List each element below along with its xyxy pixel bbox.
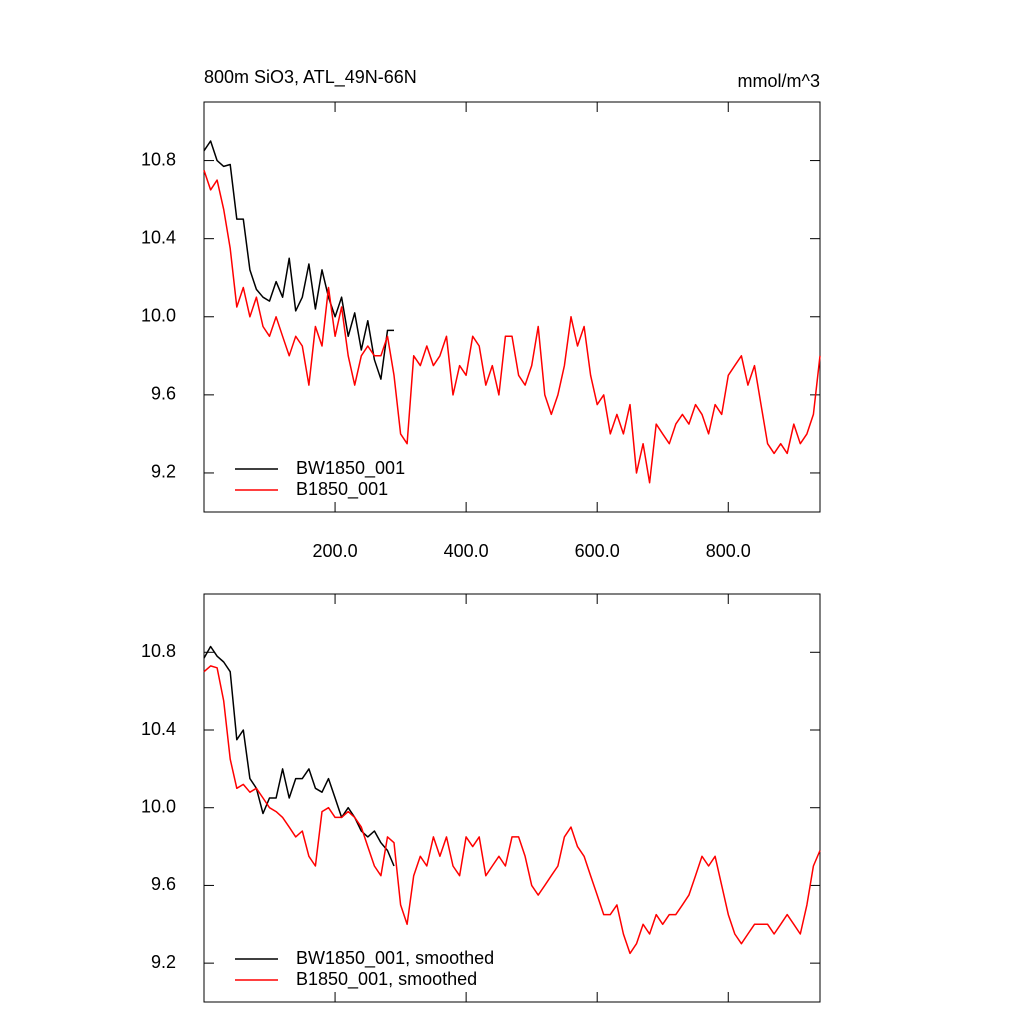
units-label: mmol/m^3 — [738, 71, 820, 91]
legend-label: BW1850_001, smoothed — [296, 948, 494, 969]
y-tick-label: 10.4 — [141, 227, 176, 247]
legend-label: BW1850_001 — [296, 458, 405, 479]
y-tick-label: 10.0 — [141, 796, 176, 816]
legend-label: B1850_001 — [296, 479, 388, 500]
y-tick-label: 9.6 — [151, 874, 176, 894]
data-line — [203, 665, 821, 955]
y-tick-label: 9.6 — [151, 384, 176, 404]
x-tick-label: 200.0 — [313, 541, 358, 561]
y-tick-label: 9.2 — [151, 952, 176, 972]
chart-title: 800m SiO3, ATL_49N-66N — [204, 67, 417, 88]
y-tick-label: 10.0 — [141, 306, 176, 326]
x-tick-label: 600.0 — [575, 541, 620, 561]
y-tick-label: 10.4 — [141, 719, 176, 739]
x-tick-label: 800.0 — [706, 541, 751, 561]
legend-label: B1850_001, smoothed — [296, 969, 477, 990]
y-tick-label: 9.2 — [151, 462, 176, 482]
y-tick-label: 10.8 — [141, 641, 176, 661]
x-tick-label: 400.0 — [444, 541, 489, 561]
plot-frame — [203, 101, 821, 513]
plot-frame — [203, 593, 821, 1003]
data-line — [203, 140, 394, 380]
data-line — [203, 170, 821, 484]
y-tick-label: 10.8 — [141, 149, 176, 169]
